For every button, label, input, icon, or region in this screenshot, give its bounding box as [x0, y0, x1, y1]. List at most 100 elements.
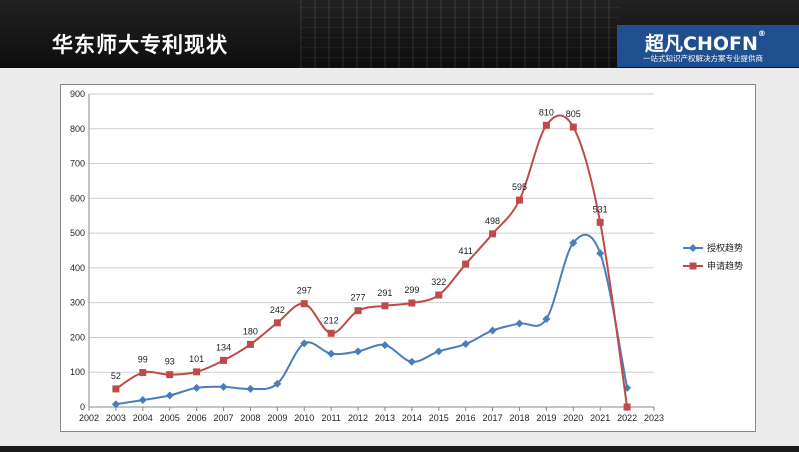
data-point-square: [515, 196, 523, 204]
x-tick-label: 2009: [267, 413, 287, 423]
x-tick-label: 2022: [617, 413, 637, 423]
line-chart: 0 100 200 300 400 500 600 700 800 900 2002 2003 2004…: [70, 89, 743, 423]
data-label: 180: [243, 326, 258, 336]
x-tick-label: 2002: [79, 413, 99, 423]
data-point-diamond: [488, 326, 497, 335]
data-label: 595: [512, 182, 527, 192]
data-point-square: [166, 371, 174, 379]
data-point-square: [354, 307, 362, 315]
data-point-diamond: [515, 319, 524, 328]
data-label: 277: [351, 293, 366, 303]
legend-marker-diamond: [689, 244, 697, 252]
data-point-square: [112, 385, 120, 393]
data-point-square: [273, 319, 281, 327]
data-label: 212: [324, 315, 339, 325]
data-label: 531: [593, 204, 608, 214]
legend-marker-square: [689, 262, 697, 270]
data-point-diamond: [192, 383, 201, 392]
data-point-diamond: [569, 238, 578, 247]
data-point-diamond: [354, 347, 363, 356]
y-tick-label: 700: [70, 159, 85, 169]
data-label: 134: [216, 342, 231, 352]
data-point-diamond: [219, 382, 228, 391]
x-tick-label: 2021: [590, 413, 610, 423]
page-title: 华东师大专利现状: [52, 33, 228, 57]
data-label: 101: [189, 354, 204, 364]
legend-entry: 授权趋势: [707, 242, 743, 254]
x-tick-label: 2007: [214, 413, 234, 423]
data-point-diamond: [165, 391, 174, 400]
y-tick-label: 900: [70, 89, 85, 99]
data-label: 99: [138, 355, 148, 365]
data-point-diamond: [138, 396, 147, 405]
data-point-square: [462, 260, 470, 268]
data-point-diamond: [380, 341, 389, 350]
data-label: 299: [404, 285, 419, 295]
data-point-square: [408, 299, 416, 307]
data-label: 297: [297, 286, 312, 296]
x-tick-label: 2017: [483, 413, 503, 423]
x-tick-label: 2012: [348, 413, 368, 423]
data-label: 242: [270, 305, 285, 315]
data-point-square: [139, 369, 147, 377]
y-tick-label: 400: [70, 263, 85, 273]
data-point-square: [435, 291, 443, 299]
data-label: 810: [539, 107, 554, 117]
x-tick-label: 2006: [187, 413, 207, 423]
chart-area: 0 100 200 300 400 500 600 700 800 900 2002 2003 2004…: [60, 84, 756, 432]
y-tick-label: 200: [70, 332, 85, 342]
x-tick-label: 2016: [456, 413, 476, 423]
logo-tagline: 一站式知识产权解决方案专业提供商: [643, 54, 763, 63]
data-point-diamond: [434, 347, 443, 356]
data-point-square: [569, 123, 577, 131]
x-tick-label: 2004: [133, 413, 153, 423]
data-point-diamond: [273, 379, 282, 388]
data-point-square: [327, 329, 335, 337]
data-point-square: [193, 368, 201, 376]
x-tick-label: 2003: [106, 413, 126, 423]
data-point-diamond: [327, 349, 336, 358]
y-tick-label: 600: [70, 193, 85, 203]
x-tick-label: 2010: [294, 413, 314, 423]
data-point-diamond: [461, 340, 470, 349]
data-label: 52: [111, 371, 121, 381]
x-tick-label: 2013: [375, 413, 395, 423]
data-point-diamond: [407, 357, 416, 366]
data-point-square: [220, 356, 228, 364]
data-point-square: [542, 121, 550, 129]
data-label: 93: [165, 357, 175, 367]
data-point-square: [623, 403, 631, 411]
data-point-diamond: [596, 249, 605, 258]
data-point-diamond: [542, 315, 551, 324]
data-label: 805: [566, 109, 581, 119]
y-tick-label: 100: [70, 367, 85, 377]
y-tick-label: 800: [70, 124, 85, 134]
data-point-diamond: [111, 400, 120, 409]
y-tick-label: 300: [70, 298, 85, 308]
x-tick-label: 2020: [563, 413, 583, 423]
x-tick-label: 2023: [644, 413, 664, 423]
logo-main-text: 超凡CHOFN: [645, 33, 758, 55]
series-line-1: [115, 233, 629, 406]
x-tick-label: 2015: [429, 413, 449, 423]
legend-entry: 申请趋势: [707, 260, 743, 272]
data-label: 322: [431, 277, 446, 287]
data-point-square: [300, 300, 308, 308]
data-label: 411: [458, 246, 472, 256]
registered-mark: ®: [757, 29, 766, 38]
brand-logo: 超凡CHOFN® 一站式知识产权解决方案专业提供商: [617, 25, 799, 67]
data-point-square: [381, 302, 389, 310]
data-point-square: [246, 340, 254, 348]
bottom-bar: [0, 446, 799, 452]
y-tick-label: 500: [70, 228, 85, 238]
data-point-diamond: [246, 384, 255, 393]
data-point-square: [596, 218, 604, 226]
logo-text: 超凡CHOFN®: [645, 29, 766, 56]
x-tick-label: 2005: [160, 413, 180, 423]
header-banner: 华东师大专利现状 超凡CHOFN® 一站式知识产权解决方案专业提供商: [0, 0, 799, 68]
x-tick-label: 2011: [321, 413, 340, 423]
data-label: 291: [377, 288, 392, 298]
data-label: 498: [485, 216, 500, 226]
x-tick-label: 2019: [536, 413, 556, 423]
x-tick-label: 2018: [509, 413, 529, 423]
